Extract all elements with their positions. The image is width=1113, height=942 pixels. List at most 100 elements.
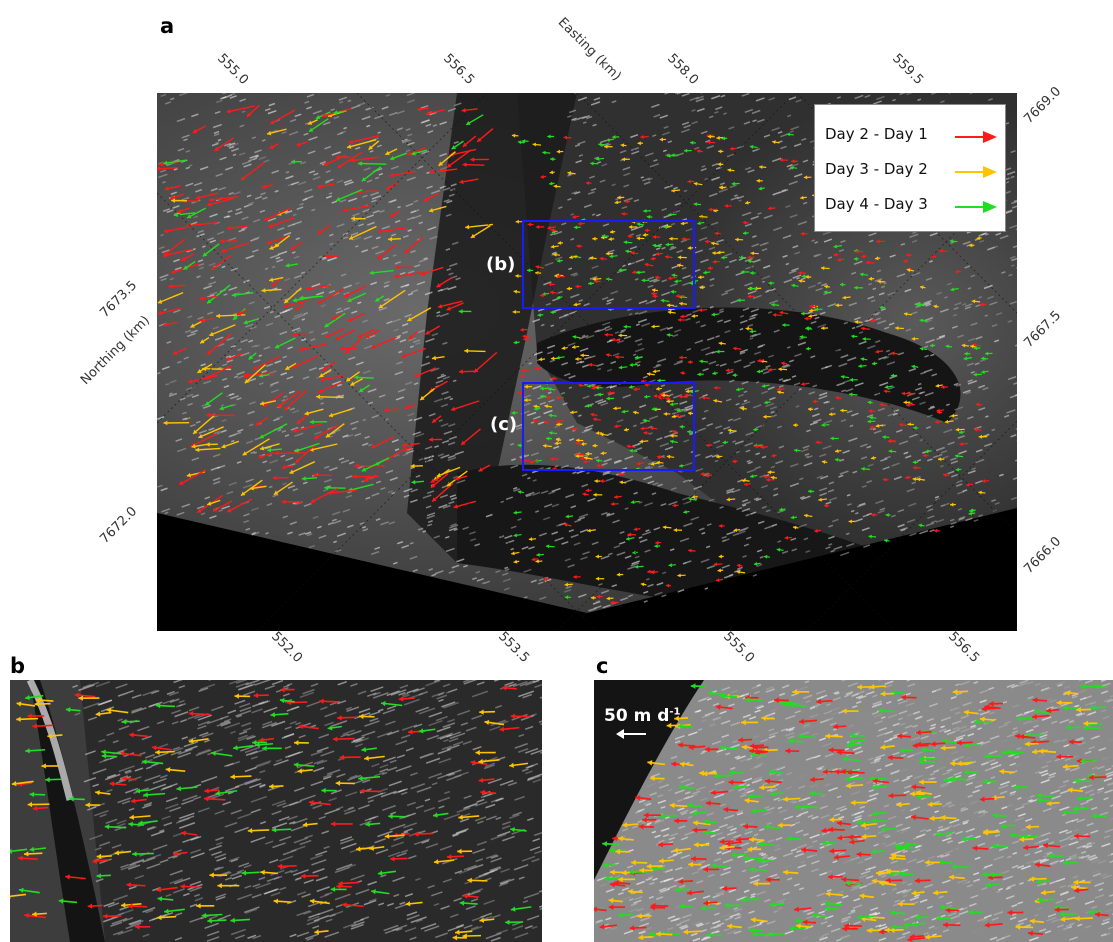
drift-vector-head (309, 419, 314, 425)
drift-vector-head (470, 233, 476, 238)
drift-vector-head (1088, 909, 1094, 915)
drift-vector-head (753, 880, 758, 887)
drift-vector-head (513, 289, 518, 294)
drift-vector-head (640, 134, 644, 139)
drift-vector-head (715, 578, 720, 583)
drift-vector-head (748, 866, 754, 873)
drift-vector-head (649, 426, 654, 431)
drift-vector-head (377, 229, 382, 234)
drift-vector-head (687, 802, 693, 809)
inset-box-b (522, 220, 695, 309)
drift-vector (276, 390, 301, 408)
drift-vector-head (606, 596, 610, 601)
drift-vector-head (674, 715, 680, 722)
drift-vector-head (698, 308, 703, 313)
drift-vector-head (540, 386, 544, 391)
drift-vector-head (950, 287, 955, 292)
drift-vector-head (770, 790, 776, 797)
drift-vector-head (871, 512, 875, 517)
drift-vector-head (776, 547, 781, 552)
drift-vector-head (768, 206, 772, 211)
drift-vector-head (861, 326, 865, 331)
drift-vector-head (204, 788, 209, 794)
drift-vector-head (980, 356, 985, 361)
drift-vector-head (594, 279, 598, 284)
drift-vector (186, 221, 218, 227)
drift-vector (244, 364, 266, 384)
drift-vector-head (671, 273, 676, 278)
drift-vector-head (199, 318, 204, 323)
drift-vector-head (505, 919, 510, 925)
drift-vector-head (451, 145, 457, 150)
drift-vector-head (156, 887, 162, 893)
drift-vector-head (614, 424, 618, 429)
drift-vector-head (183, 265, 188, 270)
drift-vector-head (230, 774, 235, 780)
drift-vector (313, 424, 339, 440)
drift-vector-head (642, 232, 647, 237)
drift-vector-head (371, 889, 376, 895)
drift-vector-head (850, 334, 855, 339)
drift-vector-head (206, 412, 211, 418)
drift-vector-head (798, 270, 802, 275)
drift-vector-head (420, 271, 426, 276)
drift-vector-head (909, 933, 915, 940)
drift-vector-head (650, 904, 655, 911)
drift-vector-head (684, 393, 689, 398)
drift-vector-head (1016, 716, 1022, 722)
drift-vector-head (713, 398, 717, 403)
drift-vector-head (190, 323, 195, 328)
drift-vector-head (1023, 844, 1029, 851)
drift-vector-head (984, 704, 990, 710)
drift-vector-head (274, 450, 279, 456)
drift-vector-head (233, 315, 238, 320)
drift-vector-head (808, 314, 812, 318)
drift-vector-head (924, 859, 930, 866)
drift-vector-head (835, 395, 839, 400)
drift-vector-head (65, 707, 71, 713)
drift-vector-head (101, 753, 107, 759)
drift-vector (226, 498, 253, 513)
drift-vector-head (692, 810, 698, 816)
drift-vector-head (658, 858, 664, 864)
drift-vector-head (919, 346, 924, 351)
drift-vector-head (219, 238, 224, 244)
drift-vector-head (679, 424, 684, 429)
drift-vector-head (578, 221, 582, 226)
drift-vector-head (945, 344, 950, 349)
drift-vector-head (517, 443, 522, 448)
drift-vector-head (242, 451, 248, 456)
drift-vector-head (781, 361, 785, 366)
drift-vector-head (260, 869, 265, 876)
drift-vector-head (714, 231, 719, 236)
drift-vector-head (27, 713, 32, 719)
drift-vector-head (631, 859, 636, 866)
drift-vector-head (626, 444, 631, 449)
drift-vector-head (203, 796, 209, 802)
drift-vector-head (670, 289, 674, 294)
drift-vector-head (628, 225, 633, 230)
drift-vector-head (259, 445, 265, 451)
drift-vector-head (273, 898, 279, 904)
drift-vector-head (713, 773, 719, 779)
drift-vector-head (458, 369, 463, 374)
drift-vector-head (1068, 739, 1074, 745)
drift-vector-head (906, 268, 911, 273)
drift-vector-head (606, 396, 610, 401)
drift-vector-head (252, 739, 257, 746)
drift-vector-head (786, 132, 791, 137)
drift-vector-head (170, 194, 175, 200)
drift-vector-head (553, 184, 558, 189)
drift-vector-head (296, 419, 302, 425)
drift-vector-head (401, 353, 406, 358)
drift-vector-head (655, 275, 659, 280)
drift-vector-head (982, 778, 988, 785)
drift-vector-head (10, 848, 13, 854)
drift-vector-head (644, 262, 649, 267)
drift-vector-head (891, 351, 895, 356)
drift-vector-head (292, 332, 297, 338)
drift-vector-head (499, 726, 505, 732)
drift-vector-head (226, 108, 231, 114)
drift-vector-head (1032, 697, 1038, 703)
drift-vector-head (741, 744, 747, 751)
